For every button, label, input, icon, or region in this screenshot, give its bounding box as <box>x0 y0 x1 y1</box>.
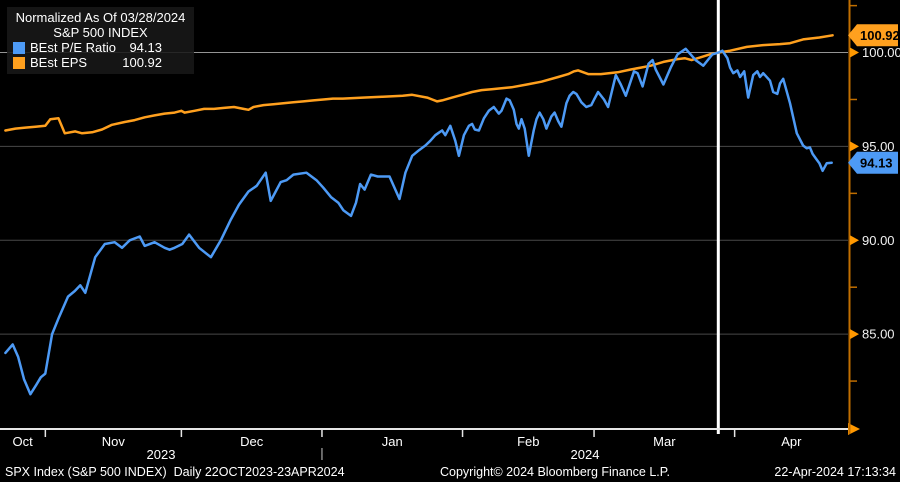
legend-index-name: S&P 500 INDEX <box>53 25 148 40</box>
x-axis-label-oct: Oct <box>13 434 34 449</box>
y-axis-label-100: 100.00 <box>862 45 900 60</box>
chart-canvas[interactable]: Oct Nov Dec Jan Feb Mar Apr 2023 2024 85.00 90.00 9… <box>0 0 900 462</box>
status-bar: SPX Index (S&P 500 INDEX) Daily 22OCT202… <box>0 462 900 482</box>
footer-copyright: Copyright© 2024 Bloomberg Finance L.P. <box>440 465 670 479</box>
pe-ratio-line[interactable] <box>4 47 833 396</box>
x-axis-label-feb: Feb <box>517 434 539 449</box>
pe-ratio-badge-value: 94.13 <box>860 155 893 170</box>
y-axis-arrow-icon <box>850 47 859 58</box>
legend-item-pe-ratio[interactable]: BEst P/E Ratio 94.13 <box>13 40 188 55</box>
x-axis-label-mar: Mar <box>653 434 676 449</box>
chart-legend: Normalized As Of 03/28/2024 S&P 500 INDE… <box>7 7 194 74</box>
y-axis-label-85: 85.00 <box>862 327 895 342</box>
year-label-2023: 2023 <box>147 447 176 462</box>
eps-swatch-icon <box>13 56 25 69</box>
year-label-2024: 2024 <box>571 447 600 462</box>
footer-timestamp: 22-Apr-2024 17:13:34 <box>774 465 896 479</box>
x-axis-label-apr: Apr <box>781 434 802 449</box>
eps-label: BEst EPS <box>30 55 88 70</box>
x-axis-label-jan: Jan <box>382 434 403 449</box>
y-axis-arrow-icon <box>850 329 859 340</box>
eps-value: 100.92 <box>122 55 162 70</box>
legend-item-eps[interactable]: BEst EPS 100.92 <box>13 55 188 70</box>
pe-ratio-value-badge[interactable] <box>848 151 898 174</box>
y-axis-arrow-icon <box>850 141 859 152</box>
eps-badge-value: 100.92 <box>860 28 900 43</box>
x-axis-label-dec: Dec <box>240 434 264 449</box>
x-axis-arrow-icon <box>848 423 860 435</box>
legend-normalized-date: Normalized As Of 03/28/2024 <box>15 10 186 25</box>
pe-ratio-label: BEst P/E Ratio <box>30 40 116 55</box>
footer-ticker-info: SPX Index (S&P 500 INDEX) Daily 22OCT202… <box>5 465 345 479</box>
x-axis-label-nov: Nov <box>102 434 126 449</box>
y-axis-arrow-icon <box>850 235 859 246</box>
eps-value-badge[interactable] <box>848 24 898 47</box>
pe-ratio-value: 94.13 <box>129 40 162 55</box>
y-axis-label-95: 95.00 <box>862 139 895 154</box>
y-axis-label-90: 90.00 <box>862 233 895 248</box>
pe-ratio-swatch-icon <box>13 41 25 54</box>
